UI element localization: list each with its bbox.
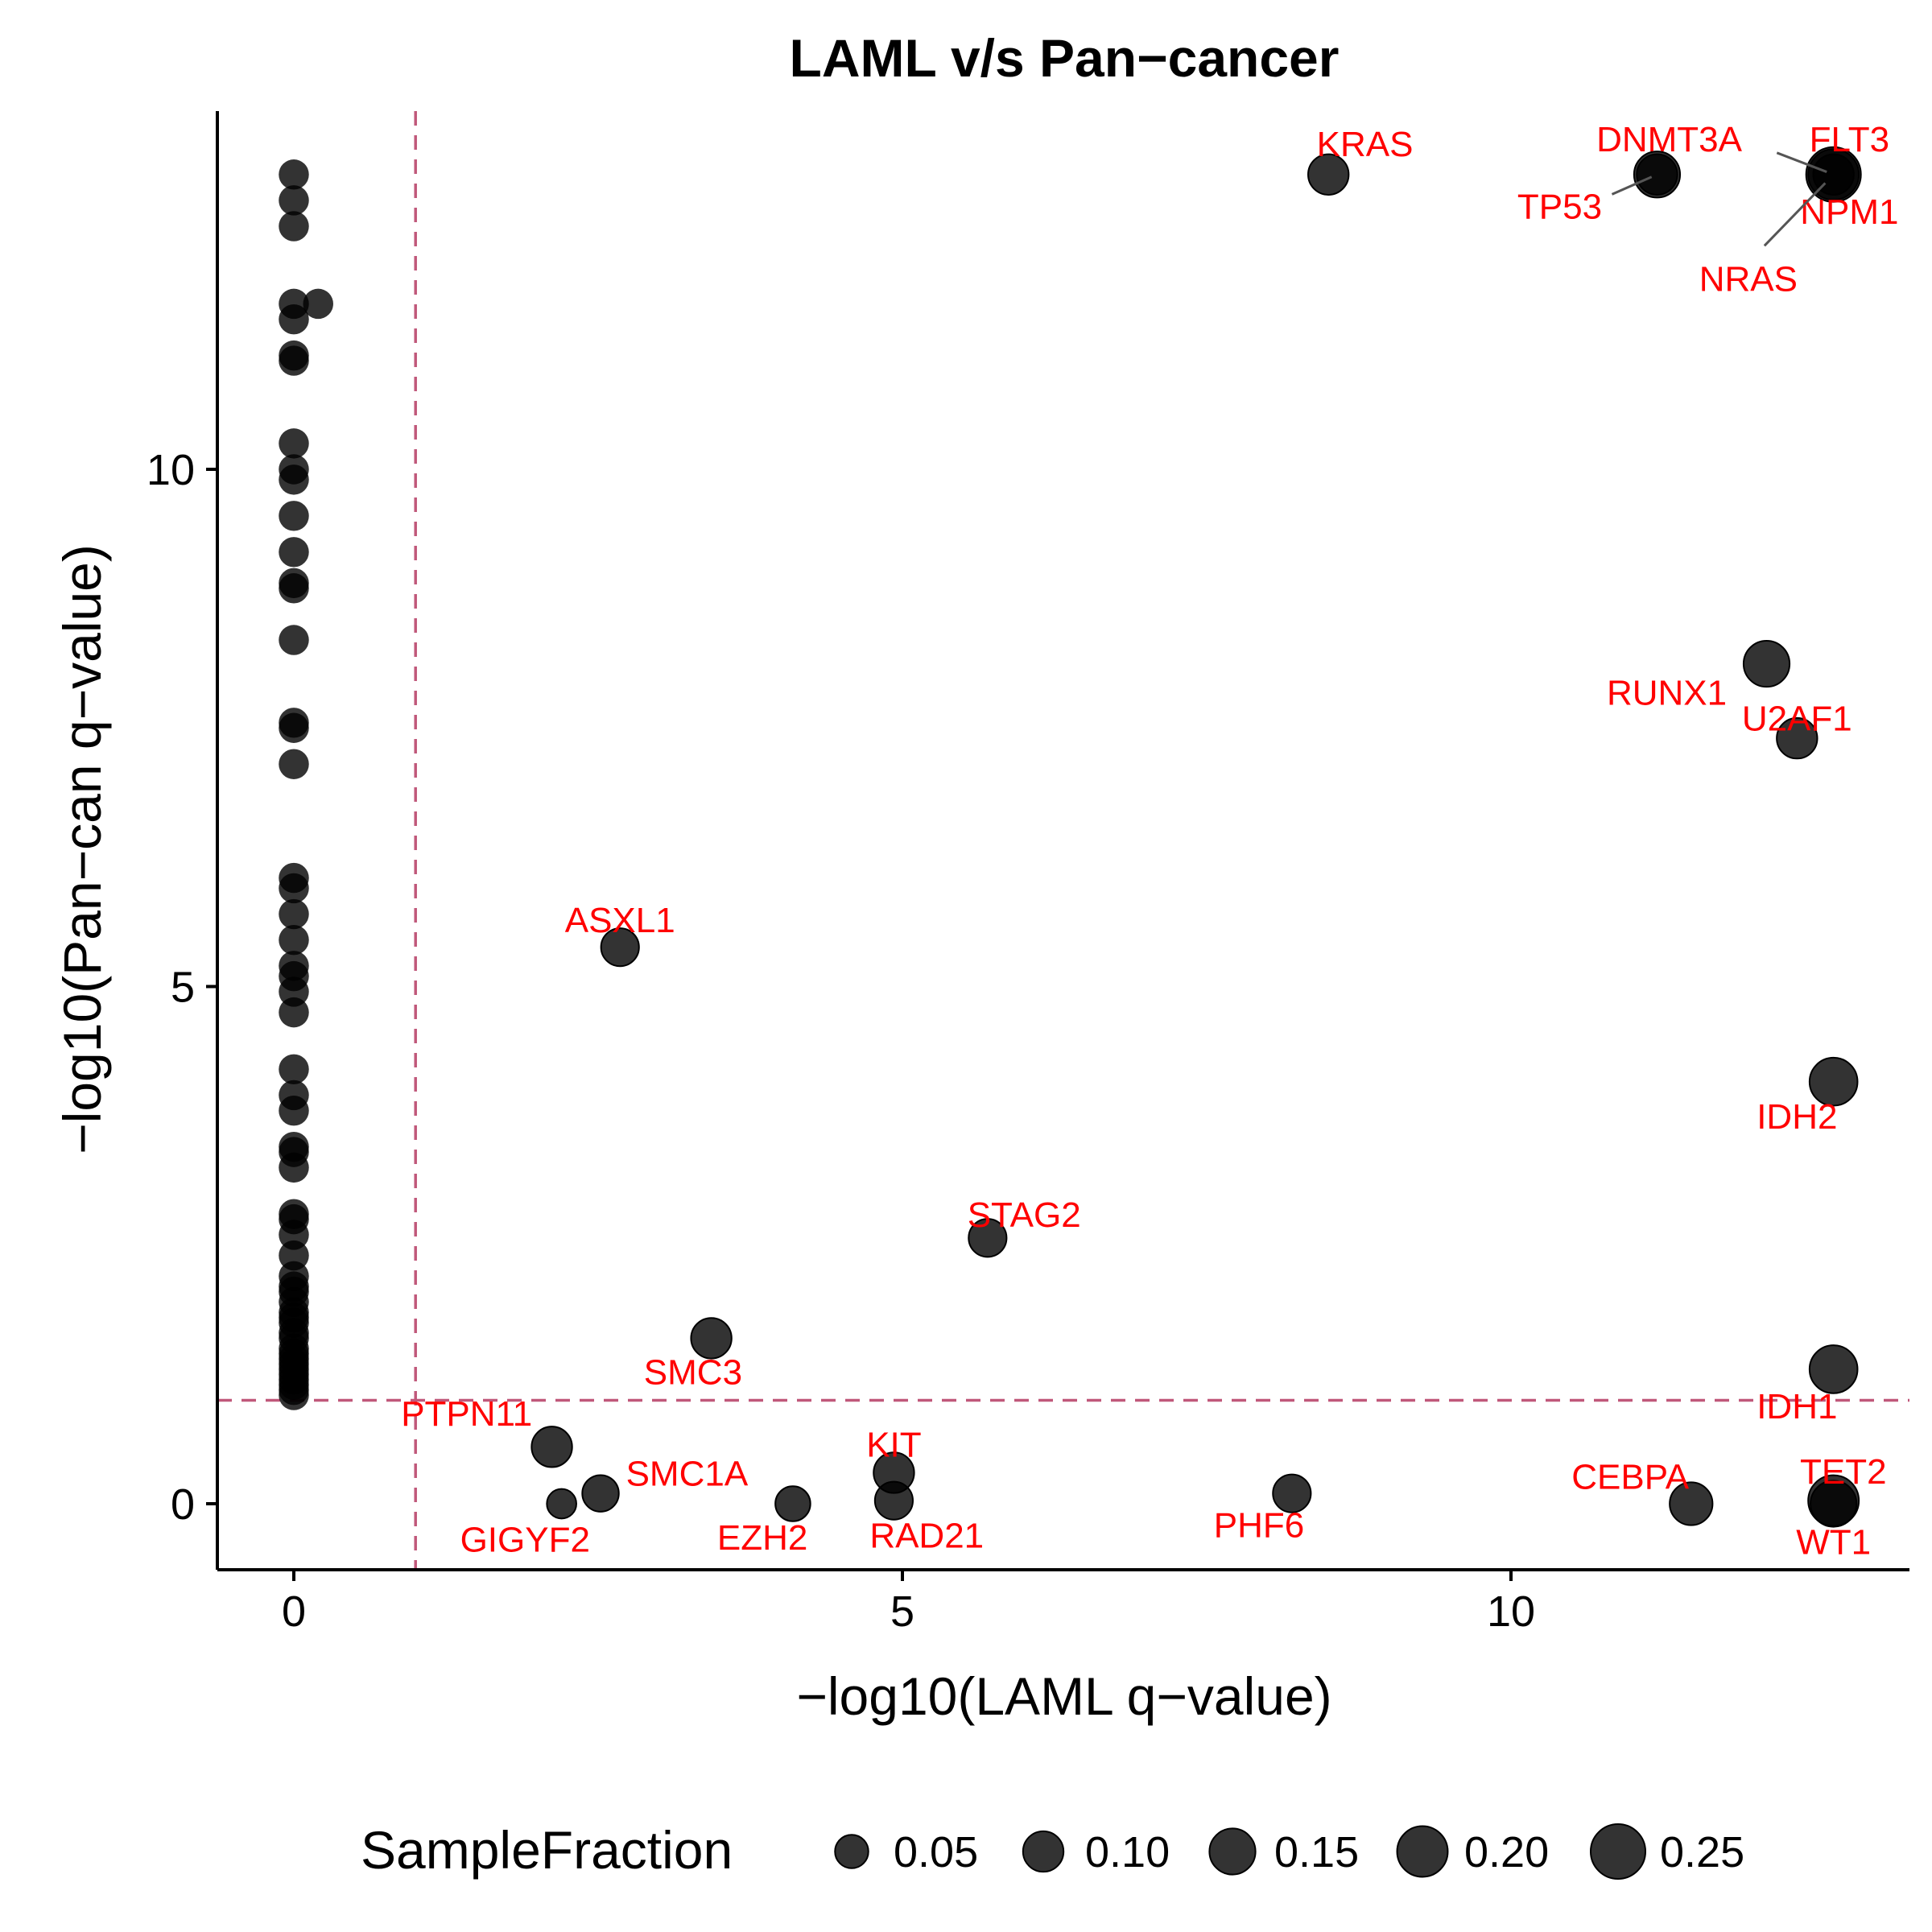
legend-label-0.05: 0.05	[894, 1828, 978, 1876]
gene-label-cebpa: CEBPA	[1571, 1457, 1690, 1496]
legend-title: SampleFraction	[361, 1820, 733, 1880]
gene-label-tet2: TET2	[1800, 1452, 1887, 1492]
data-point-runx1	[1742, 639, 1791, 688]
data-point-gigyf2	[546, 1488, 577, 1520]
gene-label-ezh2: EZH2	[717, 1518, 807, 1558]
data-point-tp53	[1636, 153, 1678, 196]
data-point	[279, 1095, 309, 1126]
x-tick-label: 0	[282, 1587, 306, 1636]
gene-label-idh1: IDH1	[1757, 1387, 1837, 1426]
data-point-smc1a	[581, 1474, 620, 1513]
y-tick-label: 0	[171, 1480, 195, 1529]
data-point-ezh2	[774, 1485, 811, 1522]
gene-label-kit: KIT	[866, 1425, 921, 1464]
data-point	[303, 288, 333, 320]
data-point	[279, 464, 309, 495]
data-point-rad21	[873, 1480, 914, 1521]
data-point-cebpa	[1669, 1481, 1714, 1526]
gene-label-gigyf2: GIGYF2	[460, 1521, 590, 1560]
x-tick-label: 10	[1487, 1587, 1535, 1636]
gene-label-rad21: RAD21	[869, 1517, 984, 1556]
legend-key-0.05	[834, 1834, 869, 1869]
legend-key-0.20	[1396, 1825, 1449, 1878]
leader-line-nras	[1763, 182, 1827, 247]
x-tick-label: 5	[890, 1587, 914, 1636]
data-point-asxl1	[600, 927, 640, 968]
data-point	[279, 501, 309, 531]
y-tick-label: 10	[147, 446, 195, 494]
data-point-phf6	[1272, 1473, 1312, 1513]
data-point	[279, 185, 309, 216]
data-point-idh1	[1808, 1344, 1859, 1394]
x-axis-label: −log10(LAML q−value)	[796, 1666, 1331, 1726]
data-points	[279, 146, 1862, 1528]
legend-key-0.25	[1590, 1823, 1646, 1880]
gene-label-stag2: STAG2	[968, 1195, 1081, 1235]
threshold-lines	[217, 111, 1909, 1570]
data-point	[279, 573, 309, 604]
data-point-stag2	[968, 1218, 1008, 1258]
data-point	[279, 1152, 309, 1183]
data-point	[279, 924, 309, 956]
data-point	[279, 537, 309, 568]
data-point	[279, 303, 309, 335]
data-point	[279, 345, 309, 376]
gene-label-asxl1: ASXL1	[565, 901, 675, 940]
chart-title: LAML v/s Pan−cancer	[790, 28, 1340, 88]
gene-label-nras: NRAS	[1699, 259, 1798, 299]
y-axis-label: −log10(Pan−can q−value)	[52, 544, 112, 1154]
gene-label-wt1: WT1	[1796, 1522, 1871, 1562]
gene-label-idh2: IDH2	[1757, 1097, 1837, 1137]
legend-label-0.20: 0.20	[1464, 1828, 1549, 1876]
data-point	[279, 976, 309, 1007]
leader-line-tp53	[1611, 175, 1653, 196]
data-point	[279, 1054, 309, 1085]
data-point	[279, 1380, 309, 1410]
legend-label-0.10: 0.10	[1085, 1828, 1170, 1876]
data-point-wt1	[1810, 1480, 1858, 1528]
data-point-ptpn11	[530, 1426, 573, 1468]
legend-label-0.15: 0.15	[1274, 1828, 1359, 1876]
gene-label-smc3: SMC3	[644, 1353, 742, 1393]
gene-label-dnmt3a: DNMT3A	[1596, 120, 1743, 159]
data-point	[279, 625, 309, 655]
data-point-kras	[1307, 153, 1350, 196]
gene-label-smc1a: SMC1A	[626, 1454, 749, 1493]
size-legend: SampleFraction 0.05 0.10 0.15 0.20 0.25	[361, 1820, 1744, 1880]
gene-label-runx1: RUNX1	[1607, 673, 1727, 712]
data-point	[279, 1220, 309, 1250]
data-point	[279, 712, 309, 743]
axis-ticks: 0 5 10 0 5 10	[147, 446, 1535, 1636]
gene-label-flt3: FLT3	[1810, 120, 1889, 159]
gene-label-phf6: PHF6	[1214, 1506, 1304, 1546]
legend-label-0.25: 0.25	[1660, 1828, 1744, 1876]
data-point	[279, 159, 309, 190]
data-point	[279, 749, 309, 779]
data-point	[279, 1240, 309, 1271]
gene-label-npm1: NPM1	[1800, 192, 1898, 232]
data-point	[279, 211, 309, 242]
data-point-u2af1	[1776, 716, 1818, 760]
data-point-idh2	[1808, 1056, 1859, 1107]
data-point	[279, 428, 309, 459]
gene-label-tp53: TP53	[1517, 187, 1602, 226]
legend-key-0.10	[1022, 1830, 1065, 1873]
data-point-smc3	[690, 1317, 733, 1360]
data-point	[279, 873, 309, 904]
gene-label-u2af1: U2AF1	[1742, 699, 1852, 738]
data-point	[279, 997, 309, 1028]
gene-label-ptpn11: PTPN11	[401, 1394, 532, 1434]
legend-key-0.15	[1208, 1827, 1257, 1876]
gene-label-kras: KRAS	[1317, 125, 1414, 164]
data-point	[279, 898, 309, 930]
leader-line-flt3	[1776, 151, 1827, 173]
y-tick-label: 5	[171, 964, 195, 1012]
